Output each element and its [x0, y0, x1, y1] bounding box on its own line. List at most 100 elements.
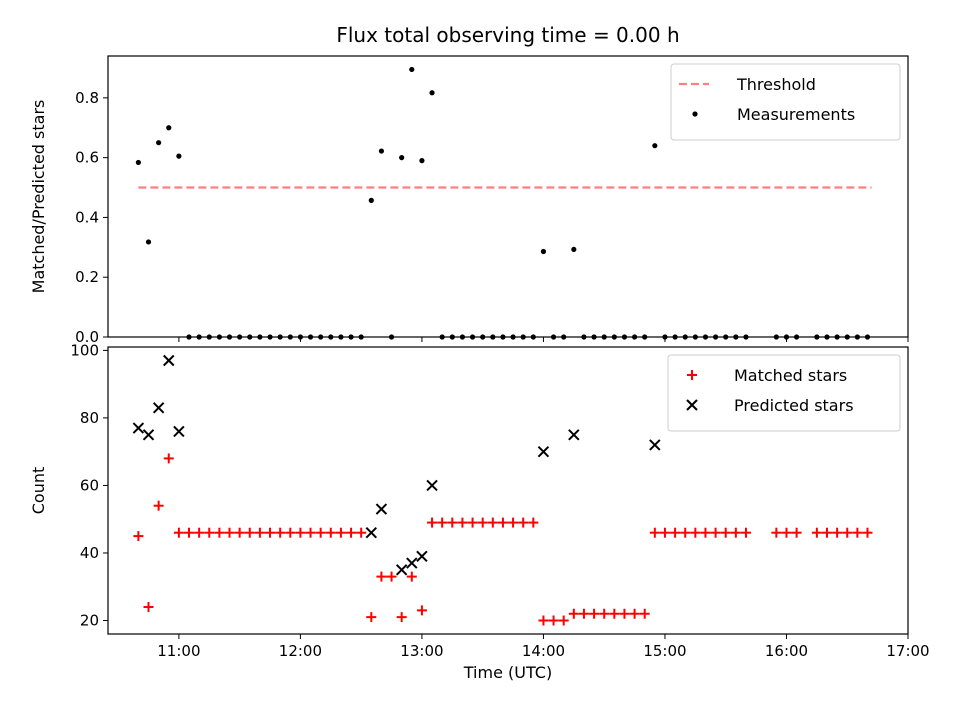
data-point [548, 615, 559, 626]
data-point [781, 527, 792, 538]
data-point [267, 334, 273, 340]
data-point [773, 334, 779, 340]
data-point [427, 517, 438, 528]
data-point [447, 517, 458, 528]
data-point [601, 334, 607, 340]
data-point [854, 334, 860, 340]
data-point [368, 197, 374, 203]
data-point [771, 527, 782, 538]
data-point [378, 148, 385, 154]
data-point [325, 527, 336, 538]
data-point [687, 370, 697, 380]
data-point [375, 503, 388, 515]
data-point [366, 612, 377, 623]
data-point [487, 517, 498, 528]
bottom-panel: 20 40 60 80 100 11:00 12:00 13:00 14:00 15:00 16:0… [29, 341, 930, 682]
data-point [568, 429, 580, 441]
data-point [142, 429, 155, 441]
data-point [609, 608, 620, 619]
data-point [396, 612, 407, 623]
y-tick-label: 0.0 [75, 328, 99, 346]
data-point [399, 155, 405, 161]
data-point [629, 608, 640, 619]
data-point [740, 527, 751, 538]
y-tick-label: 0.6 [75, 149, 99, 167]
data-point [477, 517, 488, 528]
data-point [682, 334, 688, 340]
data-point [277, 334, 283, 340]
data-point [690, 527, 701, 538]
data-point [388, 334, 395, 340]
series-measurements [135, 66, 871, 340]
data-point [406, 571, 417, 582]
data-point [834, 334, 840, 340]
data-point [295, 527, 306, 538]
data-point [659, 527, 670, 538]
data-point [437, 517, 448, 528]
data-point [652, 143, 658, 149]
data-point [275, 527, 286, 538]
data-point [811, 527, 822, 538]
data-point [528, 517, 539, 528]
legend-label: Predicted stars [734, 396, 854, 415]
data-point [500, 334, 506, 340]
data-point [173, 527, 184, 538]
data-point [642, 334, 648, 340]
data-point [386, 571, 397, 582]
data-point [204, 527, 215, 538]
data-point [692, 334, 698, 340]
data-point [145, 239, 152, 245]
series-predicted-stars [132, 354, 661, 576]
data-point [416, 605, 427, 616]
data-point [419, 158, 425, 164]
data-point [305, 527, 316, 538]
legend: Threshold Measurements [670, 63, 901, 141]
data-point [429, 90, 435, 96]
data-point [832, 527, 843, 538]
data-point [619, 608, 630, 619]
data-point [862, 527, 873, 538]
data-point [591, 334, 597, 340]
data-point [135, 159, 141, 166]
data-point [581, 334, 587, 340]
plot-frame [107, 55, 909, 338]
data-point [376, 571, 387, 582]
plot-frame [107, 346, 909, 635]
data-point [842, 527, 853, 538]
data-point [730, 527, 741, 538]
data-point [783, 334, 790, 340]
data-point [599, 608, 610, 619]
data-point [328, 334, 334, 340]
data-point [692, 111, 698, 117]
data-point [469, 334, 476, 340]
data-point [156, 140, 162, 146]
y-axis-label: Matched/Predicted stars [29, 100, 48, 294]
data-point [356, 527, 367, 538]
data-point [449, 334, 455, 340]
data-point [338, 334, 344, 340]
data-point [733, 334, 739, 340]
legend-label: Threshold [736, 75, 816, 94]
data-point [257, 334, 263, 340]
data-point [558, 615, 569, 626]
data-point [348, 334, 354, 340]
data-point [649, 439, 661, 451]
data-point [163, 354, 175, 367]
x-tick-label: 13:00 [400, 642, 443, 660]
data-point [307, 334, 314, 340]
data-point [821, 527, 832, 538]
data-point [686, 399, 698, 411]
chart-title: Flux total observing time = 0.00 h [336, 23, 679, 47]
data-point [700, 527, 711, 538]
data-point [459, 334, 466, 340]
data-point [186, 334, 192, 340]
y-tick-label: 40 [80, 544, 99, 562]
data-point [467, 517, 478, 528]
data-point [670, 527, 681, 538]
y-axis-label: Count [29, 467, 48, 515]
data-point [318, 334, 324, 340]
data-point [720, 527, 731, 538]
data-point [743, 334, 749, 340]
data-point [578, 608, 589, 619]
